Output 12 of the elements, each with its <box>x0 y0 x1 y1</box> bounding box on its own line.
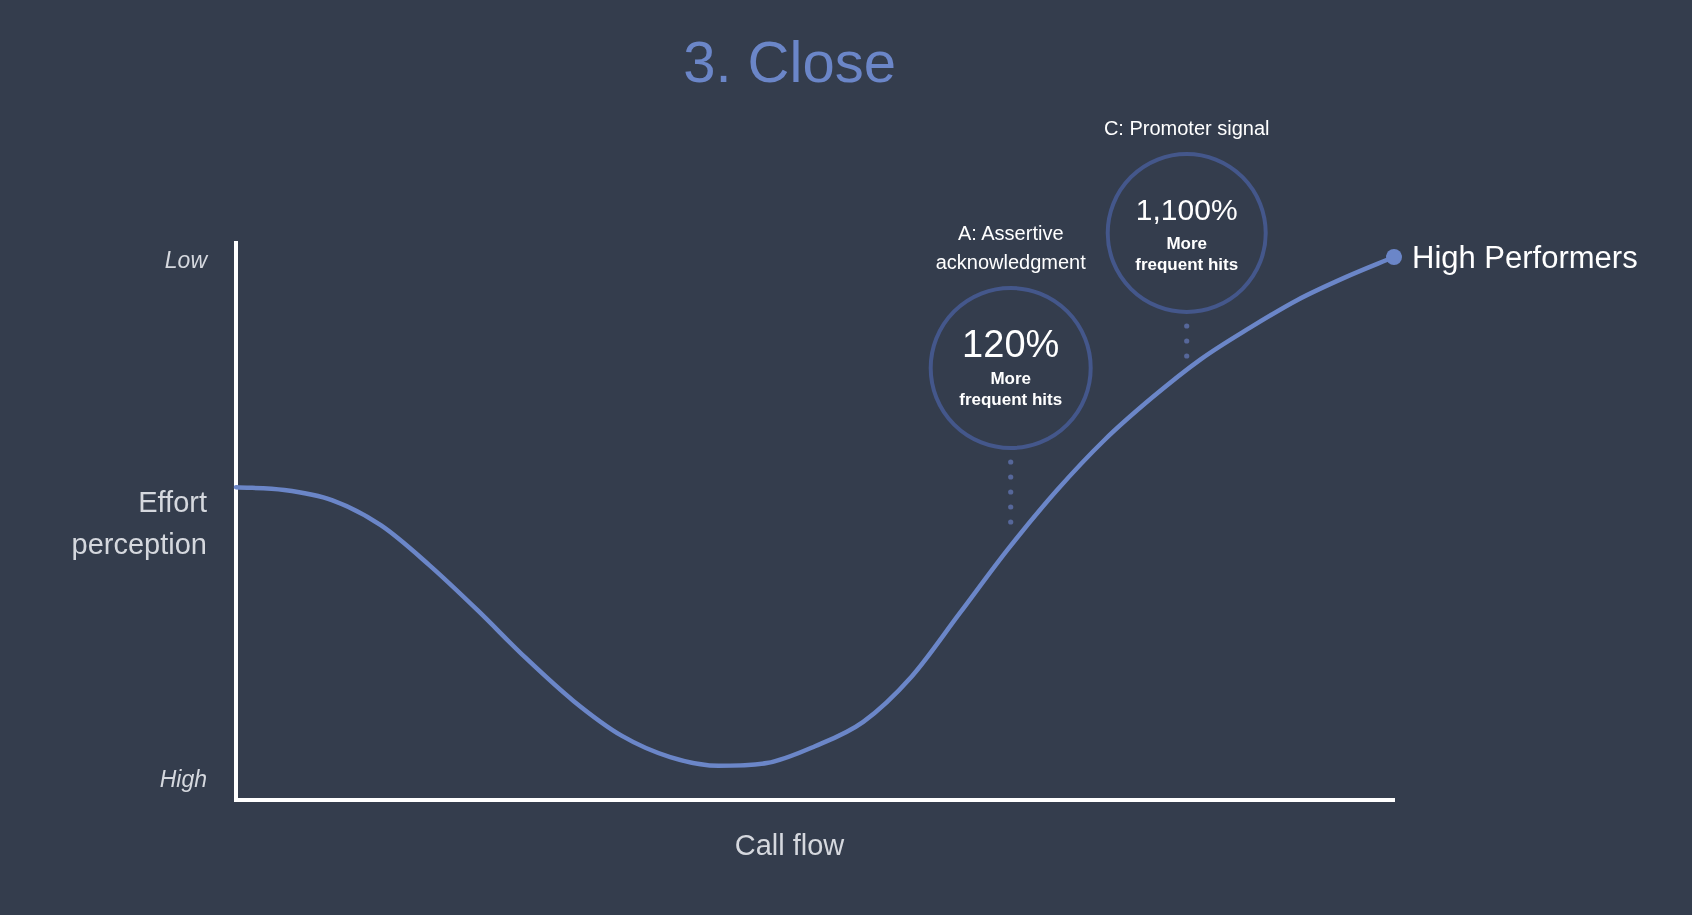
annotation: 120% <box>962 323 1060 366</box>
text: C: Promoter signal <box>1103 116 1270 139</box>
annotation: A: Assertive acknowledgment <box>935 221 1087 273</box>
text: Low <box>164 247 209 274</box>
annotation: More frequent hits <box>959 368 1063 409</box>
series-label: High Performers <box>1412 239 1638 275</box>
text: 1,100% <box>1135 193 1238 227</box>
y-axis-title: Effort perception <box>71 485 207 560</box>
x-axis-title: Call flow <box>734 829 846 861</box>
chart-title: 3. Close <box>683 29 896 94</box>
text: High <box>159 766 207 793</box>
annotation: More frequent hits <box>1135 233 1239 274</box>
